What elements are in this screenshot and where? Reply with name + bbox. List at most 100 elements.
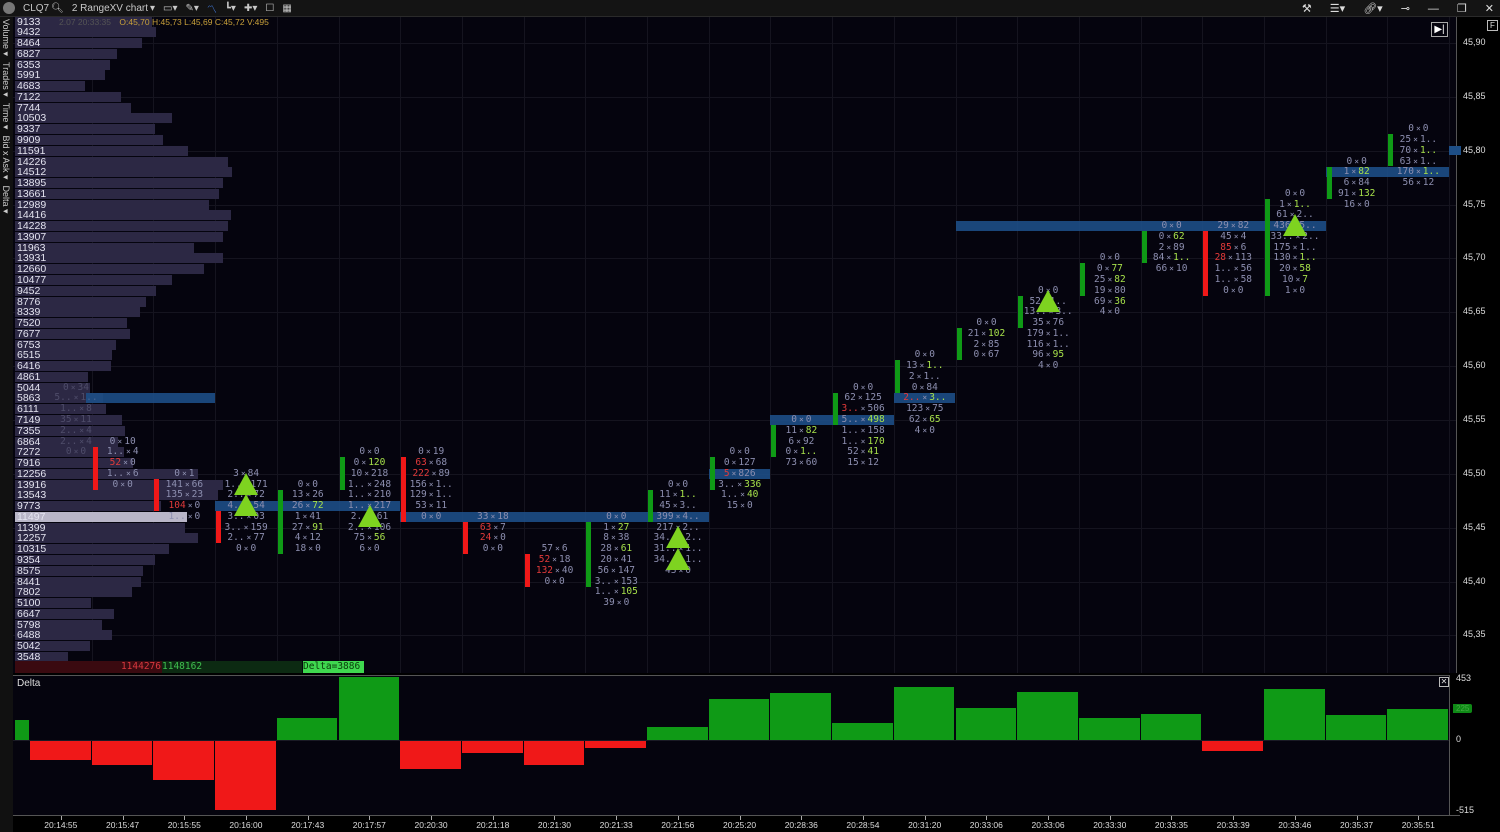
list-menu-icon[interactable]: ☰▾	[1329, 3, 1346, 15]
bearish-candle[interactable]	[154, 478, 160, 512]
volume-profile-bar	[15, 124, 155, 135]
delta-bar-positive[interactable]	[338, 677, 400, 740]
drawing-tools-icon[interactable]: ✎▾	[185, 2, 199, 14]
bullish-candle[interactable]	[1079, 263, 1085, 296]
delta-bar-positive[interactable]	[893, 686, 955, 740]
tab-time[interactable]: Time ▾	[1, 102, 11, 130]
tab-bid-ask[interactable]: Bid x Ask ▾	[1, 135, 11, 180]
bearish-candle[interactable]	[1203, 231, 1209, 296]
jump-to-end-button[interactable]: ▶|	[1431, 22, 1448, 37]
bullish-candle[interactable]	[648, 489, 653, 522]
indicator-icon[interactable]: 〽	[206, 4, 217, 16]
delta-bar-negative[interactable]	[1202, 740, 1263, 752]
delta-panel[interactable]: Delta ✕	[13, 675, 1450, 815]
delta-bar-positive[interactable]	[708, 698, 770, 740]
chart-style-icon[interactable]: ┗▾	[224, 2, 236, 14]
bullish-candle[interactable]	[709, 457, 715, 490]
footprint-cell: 43 × 0	[665, 565, 691, 576]
pin-icon[interactable]: ⊸	[1400, 3, 1410, 15]
delta-bar-positive[interactable]	[955, 707, 1017, 740]
volume-profile-value: 6111	[17, 403, 39, 416]
bullish-candle[interactable]	[586, 521, 592, 587]
symbol-selector[interactable]: CLQ7 🔍︎	[23, 3, 64, 14]
chart-type-dropdown[interactable]: 2 RangeXV chart ▾	[71, 2, 156, 14]
bullish-candle[interactable]	[1141, 231, 1147, 264]
search-icon[interactable]: 🔍︎	[51, 2, 64, 14]
time-axis-label: 20:33:06	[1031, 820, 1065, 830]
delta-bar-negative[interactable]	[215, 740, 276, 811]
bullish-candle[interactable]	[1265, 198, 1270, 296]
tab-delta[interactable]: Delta ▾	[1, 185, 11, 214]
delta-bar-positive[interactable]	[1078, 717, 1140, 740]
crosshair-icon[interactable]: ✚▾	[243, 2, 258, 14]
delta-bar-negative[interactable]	[153, 740, 215, 781]
volume-profile-bar	[15, 307, 140, 318]
footprint-cell: 62 × 65	[909, 414, 941, 425]
ask-volume: 4	[132, 446, 139, 458]
restore-button[interactable]: ❐	[1456, 3, 1467, 15]
separator: ×	[367, 544, 372, 554]
ask-volume: 506	[867, 403, 885, 415]
volume-profile-bar	[15, 393, 103, 404]
delta-bar-positive[interactable]	[832, 722, 893, 740]
bid-volume: 0	[976, 317, 983, 329]
bid-volume: 0	[544, 575, 551, 587]
bullish-candle[interactable]	[956, 328, 962, 361]
volume-profile-bar	[15, 253, 224, 264]
delta-bar-negative[interactable]	[523, 740, 585, 765]
delta-bar-positive[interactable]	[1140, 713, 1202, 740]
bullish-candle[interactable]	[1018, 295, 1024, 329]
delta-bar-negative[interactable]	[461, 740, 523, 754]
volume-profile-value: 14416	[17, 209, 47, 222]
bullish-candle[interactable]	[1326, 166, 1332, 199]
delta-bar-positive[interactable]	[770, 692, 832, 740]
bearish-candle[interactable]	[216, 511, 222, 544]
bullish-candle[interactable]	[771, 424, 777, 458]
delta-bar-negative[interactable]	[400, 740, 461, 769]
tab-trades[interactable]: Trades ▾	[1, 62, 11, 97]
footprint-chart[interactable]: 2.07 20:33:35 O:45,70 H:45,73 L:45,69 C:…	[13, 17, 1460, 673]
bearish-candle[interactable]	[524, 554, 530, 587]
volume-profile-value: 8776	[17, 295, 41, 308]
delta-bar-negative[interactable]	[30, 740, 91, 761]
auto-scale-button[interactable]: F	[1487, 20, 1498, 31]
ask-volume: 82	[1114, 273, 1126, 285]
minimize-button[interactable]: —	[1427, 2, 1439, 15]
volume-profile-value: 8441	[17, 575, 41, 588]
close-panel-icon[interactable]: ✕	[1439, 677, 1449, 687]
bullish-candle[interactable]	[1388, 134, 1394, 167]
delta-bar-negative[interactable]	[91, 740, 153, 765]
delta-bar-positive[interactable]	[1325, 714, 1387, 740]
bid-volume: 16	[1343, 198, 1356, 210]
bullish-candle[interactable]	[339, 457, 345, 490]
price-axis[interactable]: F 45,90 45,85 45,80 45,75 45,70 45,65 45,60 45,…	[1449, 17, 1500, 673]
bid-volume: 11	[659, 489, 671, 501]
display-menu-icon[interactable]: ▭▾	[163, 2, 178, 14]
window-icon[interactable]: ☐	[265, 2, 275, 14]
settings-tools-icon[interactable]: ⚒	[1301, 3, 1312, 15]
delta-bar-positive[interactable]	[15, 719, 29, 740]
bearish-candle[interactable]	[401, 457, 407, 522]
bullish-candle[interactable]	[894, 360, 900, 393]
grid-line-vertical	[585, 17, 587, 673]
volume-profile-bar	[15, 102, 131, 113]
tab-volume[interactable]: Volume ▾	[1, 19, 11, 57]
close-button[interactable]: ✕	[1484, 3, 1494, 15]
time-axis[interactable]: 20:14:55 20:15:47 20:15:55 20:16:00 20:17:43…	[13, 815, 1460, 832]
delta-bar-positive[interactable]	[1387, 708, 1449, 740]
delta-bar-negative[interactable]	[585, 740, 646, 748]
delta-bar-positive[interactable]	[276, 717, 338, 740]
bullish-candle[interactable]	[277, 489, 283, 555]
ask-volume: 66	[191, 478, 204, 490]
delta-bar-positive[interactable]	[1264, 688, 1325, 740]
footprint-cell: 85 × 6	[1220, 242, 1246, 253]
bearish-candle[interactable]	[462, 521, 468, 555]
template-icon[interactable]: ▦	[282, 2, 292, 14]
delta-bar-positive[interactable]	[647, 726, 708, 740]
bullish-candle[interactable]	[833, 392, 839, 425]
volume-profile-value: 7744	[17, 101, 41, 114]
link-icon[interactable]: 🔗︎▾	[1363, 3, 1383, 15]
delta-bar-positive[interactable]	[1017, 691, 1078, 740]
bid-volume: 1	[1279, 198, 1285, 210]
bearish-candle[interactable]	[92, 446, 98, 490]
